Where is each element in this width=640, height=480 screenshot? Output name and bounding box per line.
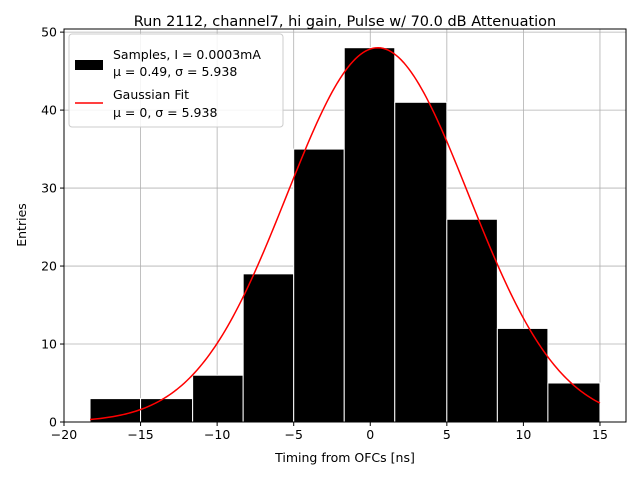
y-tick-label: 10 — [41, 337, 57, 352]
histogram-bar — [547, 382, 601, 423]
y-tick-label: 0 — [49, 415, 57, 430]
x-tick-label: −10 — [204, 427, 230, 442]
x-tick-label: 5 — [443, 427, 451, 442]
y-axis-label: Entries — [14, 203, 29, 247]
y-tick-label: 30 — [41, 181, 57, 196]
chart-title: Run 2112, channel7, hi gain, Pulse w/ 70… — [134, 14, 557, 30]
histogram-bars — [89, 47, 601, 423]
x-tick-label: −20 — [51, 427, 77, 442]
histogram-bar — [496, 327, 549, 423]
histogram-bar — [394, 101, 448, 423]
legend-histogram-swatch — [75, 60, 103, 70]
histogram-bar — [293, 148, 345, 423]
y-tick-label: 40 — [41, 103, 57, 118]
x-tick-label: −5 — [284, 427, 302, 442]
legend-box — [68, 33, 284, 128]
x-tick-label: 10 — [515, 427, 531, 442]
histogram-bar — [140, 398, 194, 423]
histogram-bar — [343, 47, 396, 423]
y-tick-label: 50 — [41, 25, 57, 40]
x-tick-label: −15 — [127, 427, 153, 442]
histogram-bar — [242, 273, 295, 423]
legend: Samples, I = 0.0003mA μ = 0.49, σ = 5.93… — [68, 33, 284, 128]
x-axis-label: Timing from OFCs [ns] — [274, 450, 415, 465]
x-tick-label: 15 — [592, 427, 608, 442]
legend-fit-label: Gaussian Fit — [113, 87, 189, 102]
x-tick-label: 0 — [366, 427, 374, 442]
y-tick-label: 20 — [41, 259, 57, 274]
x-axis-ticks: −20 −15 −10 −5 0 5 10 15 — [51, 422, 608, 442]
legend-histogram-label: Samples, I = 0.0003mA — [113, 47, 261, 62]
legend-fit-stats: μ = 0, σ = 5.938 — [113, 105, 217, 120]
histogram-bar — [446, 218, 498, 423]
y-axis-ticks: 0 10 20 30 40 50 — [41, 25, 64, 430]
histogram-bar — [192, 374, 244, 423]
legend-histogram-stats: μ = 0.49, σ = 5.938 — [113, 64, 237, 79]
gaussian-fit-line — [89, 46, 601, 421]
plot-frame — [63, 28, 627, 423]
